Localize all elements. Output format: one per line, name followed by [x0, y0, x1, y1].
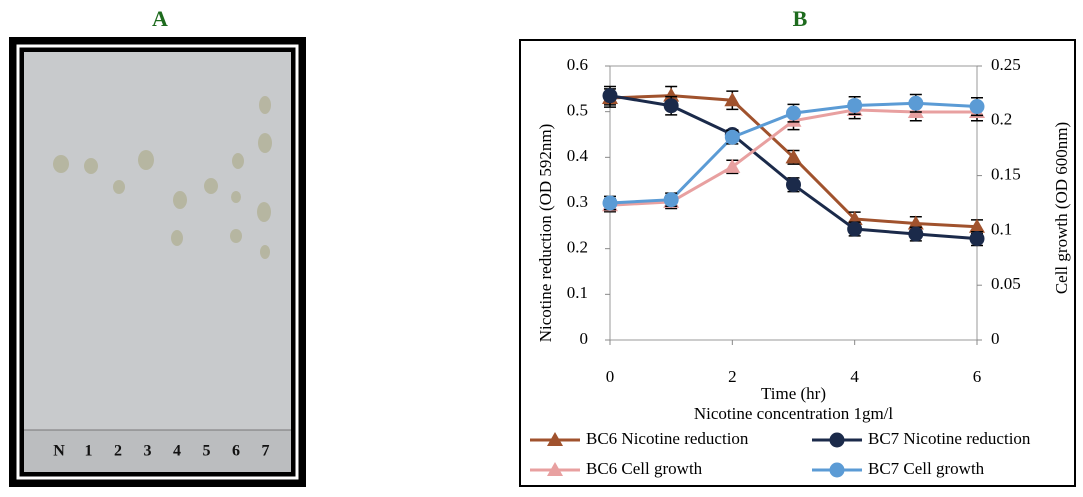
- data-point: [907, 215, 924, 230]
- lane-label: 6: [232, 443, 240, 460]
- legend-label: BC7 Cell growth: [868, 459, 985, 478]
- legend-label: BC6 Nicotine reduction: [586, 429, 749, 448]
- y2-tick-label: 0.05: [991, 274, 1021, 293]
- data-point: [847, 221, 863, 237]
- y2-tick-label: 0.1: [991, 219, 1012, 238]
- y-tick-label: 0.4: [567, 146, 589, 165]
- y-tick-label: 0: [580, 329, 589, 348]
- data-point: [663, 87, 680, 102]
- data-point: [969, 218, 985, 233]
- y-tick-label: 0.1: [567, 283, 588, 302]
- y2-tick-label: 0.25: [991, 55, 1021, 74]
- legend-marker: [547, 432, 563, 446]
- data-point: [602, 88, 618, 104]
- y2-axis-title: Cell growth (OD 600nm): [1052, 122, 1071, 294]
- data-point: [969, 231, 985, 247]
- data-point: [786, 177, 801, 193]
- panel-label: B: [793, 6, 808, 31]
- data-point: [969, 99, 985, 115]
- y-tick-label: 0.2: [567, 238, 588, 257]
- lane-label: 3: [144, 443, 152, 460]
- legend-label: BC7 Nicotine reduction: [868, 429, 1031, 448]
- y-tick-label: 0.5: [567, 101, 588, 120]
- data-point: [663, 98, 679, 114]
- y-tick-label: 0.3: [567, 192, 588, 211]
- data-point: [847, 97, 863, 113]
- data-point: [785, 149, 802, 164]
- lane-label: 7: [262, 443, 270, 460]
- data-point: [724, 92, 741, 107]
- data-point: [786, 105, 801, 121]
- data-point: [908, 226, 924, 242]
- chart-frame: [519, 39, 1076, 487]
- lane-label: 2: [114, 443, 122, 460]
- lane-label: 5: [203, 443, 211, 460]
- data-point: [724, 158, 741, 173]
- x-tick-label: 0: [606, 367, 615, 386]
- legend-marker: [547, 462, 563, 476]
- data-point: [724, 129, 740, 145]
- y2-tick-label: 0.2: [991, 110, 1012, 129]
- lane-label: 4: [173, 443, 181, 460]
- x-tick-label: 2: [728, 367, 737, 386]
- legend-label: BC6 Cell growth: [586, 459, 703, 478]
- panel-label: A: [152, 6, 168, 31]
- y-axis-title: Nicotine reduction (OD 592nm): [536, 124, 555, 343]
- lane-label: N: [53, 443, 65, 460]
- data-point: [663, 192, 679, 208]
- legend-marker: [829, 462, 845, 478]
- tlc-plate: [9, 37, 306, 487]
- y-tick-label: 0.6: [567, 55, 588, 74]
- subtitle: Nicotine concentration 1gm/l: [694, 404, 893, 423]
- x-axis-title: Time (hr): [761, 384, 826, 403]
- y2-tick-label: 0: [991, 329, 1000, 348]
- x-tick-label: 4: [850, 367, 859, 386]
- legend-marker: [829, 432, 845, 448]
- data-point: [602, 195, 618, 211]
- y2-tick-label: 0.15: [991, 165, 1021, 184]
- data-point: [908, 95, 924, 111]
- lane-label: 1: [85, 443, 93, 460]
- x-tick-label: 6: [973, 367, 982, 386]
